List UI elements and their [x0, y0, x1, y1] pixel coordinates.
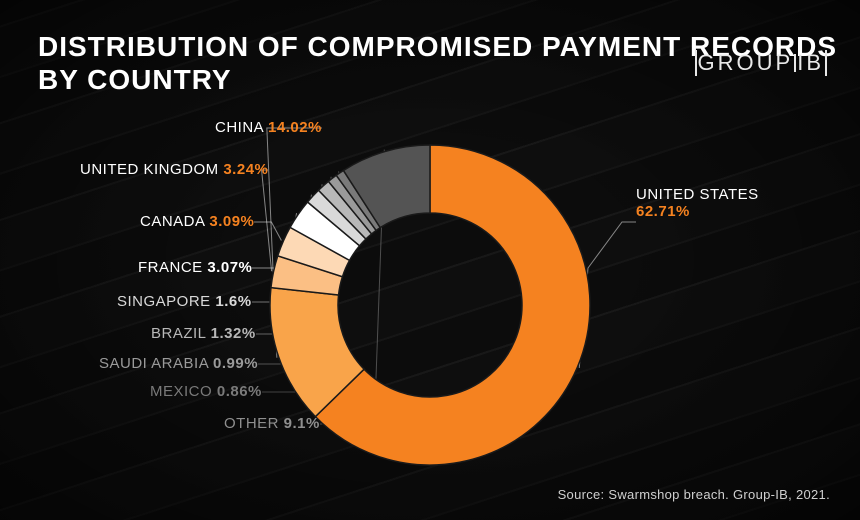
slice-country: SAUDI ARABIA	[99, 355, 208, 372]
slice-label: MEXICO 0.86%	[150, 383, 262, 400]
slice-label: UNITED KINGDOM 3.24%	[80, 161, 268, 178]
slice-label: FRANCE 3.07%	[138, 259, 252, 276]
slice-value: 3.24%	[223, 161, 268, 178]
slice-value: 0.99%	[213, 355, 258, 372]
slice-country: OTHER	[224, 415, 279, 432]
slice-value: 0.86%	[217, 383, 262, 400]
slice-value: 62.71%	[636, 203, 759, 220]
slice-country: FRANCE	[138, 259, 203, 276]
slice-country: BRAZIL	[151, 325, 206, 342]
donut-svg	[0, 0, 860, 520]
slice-value: 1.32%	[211, 325, 256, 342]
slice-label: OTHER 9.1%	[224, 415, 320, 432]
slice-label: CHINA 14.02%	[215, 119, 322, 136]
slice-country: MEXICO	[150, 383, 212, 400]
slice-label: BRAZIL 1.32%	[151, 325, 256, 342]
slice-country: UNITED KINGDOM	[80, 161, 219, 178]
slice-value: 14.02%	[268, 119, 322, 136]
slice-country: CHINA	[215, 119, 263, 136]
leader-line	[262, 170, 272, 271]
slice-country: SINGAPORE	[117, 293, 211, 310]
slice-value: 3.09%	[209, 213, 254, 230]
slice-value: 1.6%	[215, 293, 251, 310]
slice-value: 9.1%	[284, 415, 320, 432]
slice-country: CANADA	[140, 213, 205, 230]
source-text: Source: Swarmshop breach. Group-IB, 2021…	[558, 487, 830, 502]
slice-label: SINGAPORE 1.6%	[117, 293, 252, 310]
slice-value: 3.07%	[207, 259, 252, 276]
slice-label: CANADA 3.09%	[140, 213, 254, 230]
slice-country: UNITED STATES	[636, 186, 759, 203]
slice-label: SAUDI ARABIA 0.99%	[99, 355, 258, 372]
donut-chart: UNITED STATES62.71% CHINA 14.02% UNITED KI…	[0, 0, 860, 520]
slice-label: UNITED STATES62.71%	[636, 186, 759, 220]
